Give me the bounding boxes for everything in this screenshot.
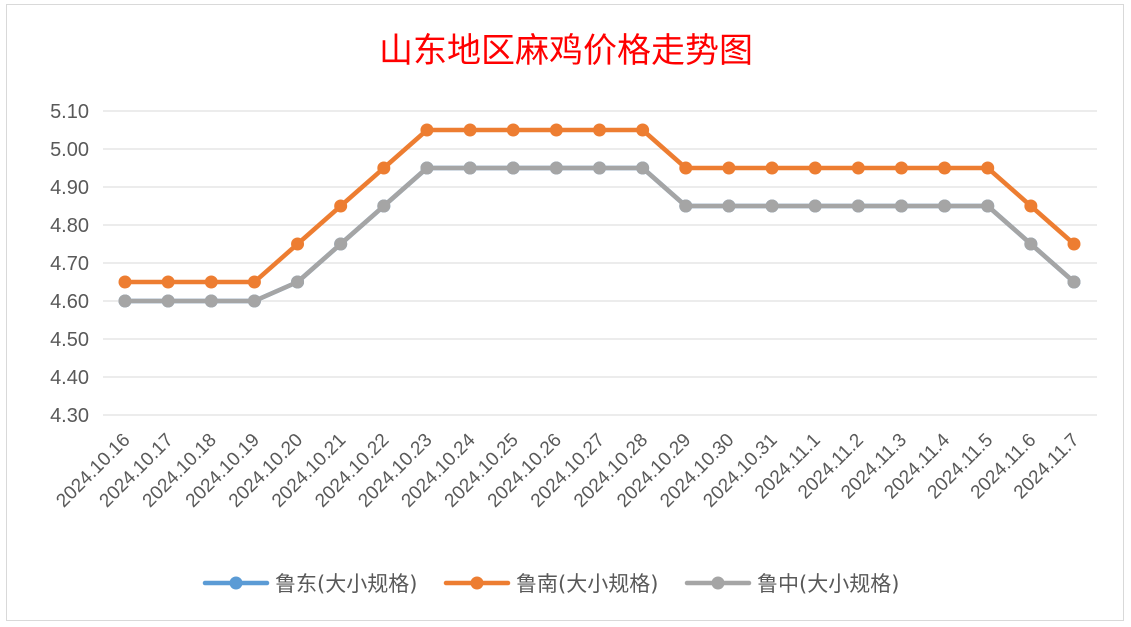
data-point <box>506 123 520 137</box>
data-point <box>1067 237 1081 251</box>
data-point <box>334 237 348 251</box>
legend-swatch-marker <box>470 576 484 590</box>
data-point <box>420 161 434 175</box>
data-point <box>247 294 261 308</box>
data-point <box>334 199 348 213</box>
legend-item: 鲁南(大小规格) <box>443 572 658 596</box>
data-point <box>593 123 606 137</box>
y-tick-label: 4.80 <box>50 215 89 237</box>
data-point <box>851 161 865 175</box>
legend-item: 鲁东(大小规格) <box>202 572 417 596</box>
legend-label: 鲁中(大小规格) <box>757 572 899 596</box>
legend: 鲁东(大小规格) 鲁南(大小规格) 鲁中(大小规格) <box>202 572 899 596</box>
data-point <box>420 123 434 137</box>
data-point <box>593 161 606 175</box>
data-point <box>765 199 779 213</box>
data-point <box>765 161 779 175</box>
y-tick-label: 5.00 <box>50 139 89 161</box>
y-tick-label: 4.30 <box>50 405 89 427</box>
data-point <box>981 199 995 213</box>
series-line <box>122 165 1077 304</box>
data-point <box>679 199 693 213</box>
y-tick-label: 4.40 <box>50 367 89 389</box>
data-point <box>938 199 952 213</box>
data-point <box>938 161 952 175</box>
data-point <box>204 294 218 308</box>
line-chart: 山东地区麻鸡价格走势图 4.30 4.40 4.50 4.60 4.70 4.80 4.90… <box>50 31 1097 596</box>
series-2 <box>118 161 1081 308</box>
data-point <box>118 275 132 289</box>
x-axis-ticks: 2024.10.162024.10.172024.10.182024.10.19… <box>52 429 1083 511</box>
y-tick-label: 4.60 <box>50 291 89 313</box>
data-point <box>161 275 175 289</box>
data-point <box>1067 275 1081 289</box>
data-point <box>636 161 650 175</box>
data-point <box>808 161 822 175</box>
data-point <box>549 161 563 175</box>
data-point <box>463 123 477 137</box>
chart-title: 山东地区麻鸡价格走势图 <box>379 31 753 71</box>
data-point <box>204 275 218 289</box>
data-point <box>161 294 175 308</box>
data-point <box>722 161 736 175</box>
y-axis-ticks: 4.30 4.40 4.50 4.60 4.70 4.80 4.90 5.00 5.10 <box>50 101 89 427</box>
series-1 <box>118 123 1081 289</box>
data-point <box>1024 199 1038 213</box>
data-point <box>851 199 865 213</box>
data-point <box>894 199 908 213</box>
legend-swatch-marker <box>711 576 725 590</box>
data-point <box>981 161 995 175</box>
legend-label: 鲁东(大小规格) <box>275 572 417 596</box>
data-point <box>679 161 693 175</box>
y-tick-label: 4.70 <box>50 253 89 275</box>
data-point <box>247 275 261 289</box>
data-point <box>722 199 736 213</box>
legend-label: 鲁南(大小规格) <box>516 572 658 596</box>
data-point <box>463 161 477 175</box>
y-tick-label: 4.50 <box>50 329 89 351</box>
grid-lines <box>103 110 1097 416</box>
data-point <box>118 294 132 308</box>
y-tick-label: 4.90 <box>50 177 89 199</box>
chart-frame: 山东地区麻鸡价格走势图 4.30 4.40 4.50 4.60 4.70 4.80 4.90… <box>6 4 1124 621</box>
data-point <box>808 199 822 213</box>
legend-swatch-marker <box>229 576 243 590</box>
data-point <box>291 275 305 289</box>
series-line <box>122 165 1077 304</box>
legend-item: 鲁中(大小规格) <box>684 572 899 596</box>
series-group <box>118 123 1081 308</box>
series-0 <box>118 161 1081 308</box>
data-point <box>506 161 520 175</box>
data-point <box>377 199 391 213</box>
data-point <box>1024 237 1038 251</box>
data-point <box>636 123 650 137</box>
data-point <box>549 123 563 137</box>
data-point <box>291 237 305 251</box>
data-point <box>894 161 908 175</box>
y-tick-label: 5.10 <box>50 101 89 123</box>
data-point <box>377 161 391 175</box>
